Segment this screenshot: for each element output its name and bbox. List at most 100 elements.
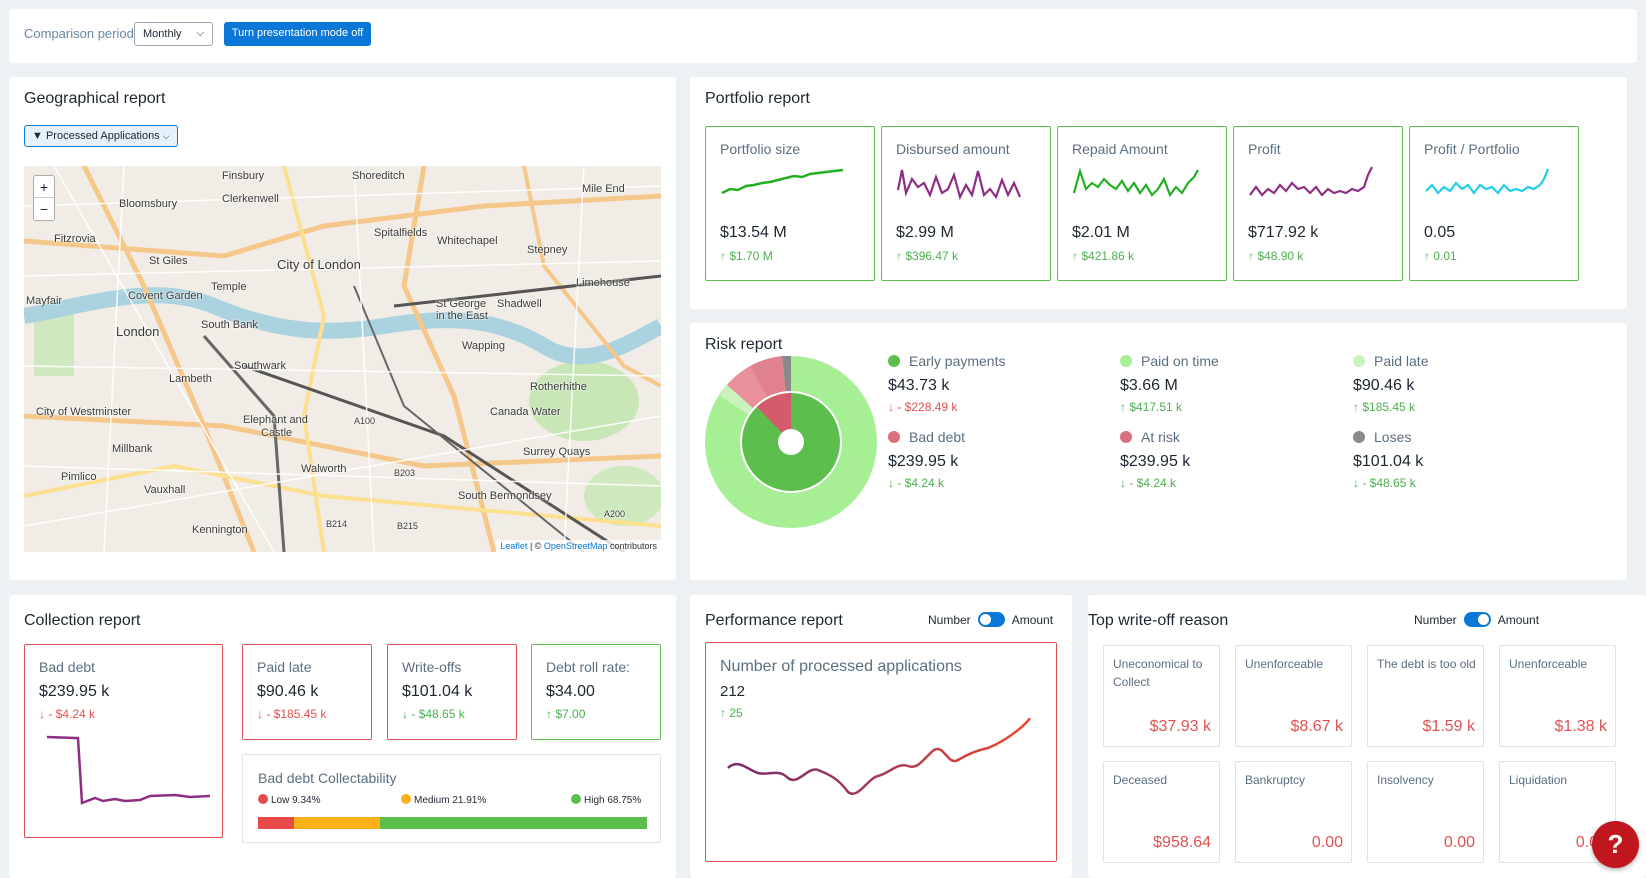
- number-amount-toggle[interactable]: Number Amount: [1414, 612, 1539, 627]
- collection-report-title: Collection report: [24, 612, 141, 629]
- presentation-mode-button[interactable]: Turn presentation mode off: [224, 22, 371, 46]
- writeoff-card[interactable]: Insolvency 0.00: [1367, 761, 1484, 863]
- risk-item-label: Bad debt: [909, 429, 966, 445]
- card-label: Paid late: [257, 659, 312, 675]
- legend-dot: [888, 431, 900, 443]
- map-label: St George: [436, 298, 487, 310]
- map-label: Shoreditch: [352, 170, 405, 182]
- chevron-down-icon: ⌵: [162, 131, 170, 141]
- card-label: Bad debt: [39, 659, 96, 675]
- risk-item-value: $3.66 M: [1120, 377, 1178, 394]
- openstreetmap-link[interactable]: OpenStreetMap: [543, 541, 608, 551]
- risk-item-loses[interactable]: Loses $101.04 k ↓ - $48.65 k: [1353, 429, 1583, 490]
- card-value: $101.04 k: [402, 683, 473, 700]
- map-label: Stepney: [527, 244, 568, 256]
- map-label: Rotherhithe: [530, 381, 587, 393]
- help-button[interactable]: ?: [1592, 821, 1639, 868]
- risk-item-label: At risk: [1141, 429, 1180, 445]
- map[interactable]: + − Finsbury Shoreditch Mile End Bloomsb…: [24, 166, 661, 552]
- toggle-switch[interactable]: [1464, 612, 1492, 627]
- writeoff-reason-title: Top write-off reason: [1088, 612, 1229, 629]
- zoom-in-button[interactable]: +: [34, 176, 54, 198]
- card-delta: ↑ 0.01: [1424, 249, 1457, 263]
- zoom-out-button[interactable]: −: [39, 201, 49, 217]
- writeoff-card[interactable]: Unenforceable $8.67 k: [1235, 645, 1352, 747]
- arrow-up-icon: ↑: [1072, 249, 1078, 263]
- card-label: Profit / Portfolio: [1424, 141, 1520, 157]
- risk-item-label: Paid on time: [1141, 353, 1219, 369]
- risk-item-delta: ↓ - $4.24 k: [888, 476, 945, 490]
- repaid-amount-card[interactable]: Repaid Amount $2.01 M ↑ $421.86 k: [1057, 126, 1227, 281]
- risk-item-early-payments[interactable]: Early payments $43.73 k ↓ - $228.49 k: [888, 353, 1118, 414]
- portfolio-report-title: Portfolio report: [705, 90, 810, 107]
- write-offs-card[interactable]: Write-offs $101.04 k ↓ - $48.65 k: [387, 644, 517, 740]
- map-label: City of London: [277, 257, 361, 272]
- collectability-segment-low: [258, 817, 295, 829]
- arrow-down-icon: ↓: [888, 400, 894, 414]
- writeoff-card[interactable]: The debt is too old $1.59 k: [1367, 645, 1484, 747]
- portfolio-size-card[interactable]: Portfolio size $13.54 M ↑ $1.70 M: [705, 126, 875, 281]
- risk-item-value: $239.95 k: [888, 453, 959, 470]
- map-label: Bloomsbury: [119, 198, 178, 210]
- sparkline: [1249, 166, 1373, 197]
- map-label: Mayfair: [26, 295, 63, 307]
- processed-applications-card[interactable]: Number of processed applications 212 ↑ 2…: [705, 642, 1057, 862]
- risk-item-delta: ↓ - $4.24 k: [1120, 476, 1177, 490]
- risk-item-bad-debt[interactable]: Bad debt $239.95 k ↓ - $4.24 k: [888, 429, 1118, 490]
- road-label: B203: [394, 468, 416, 478]
- profit-portfolio-card[interactable]: Profit / Portfolio 0.05 ↑ 0.01: [1409, 126, 1579, 281]
- map-attribution: Leaflet | © OpenStreetMap contributors: [496, 540, 661, 552]
- map-label: Covent Garden: [128, 290, 203, 302]
- writeoff-card[interactable]: Bankruptcy 0.00: [1235, 761, 1352, 863]
- map-label: Castle: [261, 427, 293, 439]
- collectability-bar: [258, 817, 647, 829]
- toolbar: Comparison period Monthly ⌵ Turn present…: [9, 9, 1637, 63]
- legend-dot: [888, 355, 900, 367]
- card-value: $2.99 M: [896, 224, 954, 241]
- arrow-up-icon: ↑: [1353, 400, 1359, 414]
- collection-report-panel: Collection report Bad debt $239.95 k ↓ -…: [9, 595, 676, 878]
- card-label: Debt roll rate:: [546, 659, 631, 675]
- legend-low: Low 9.34%: [258, 794, 320, 806]
- filter-dropdown[interactable]: ▼ Processed Applications ⌵: [24, 125, 178, 147]
- sparkline: [1072, 167, 1199, 198]
- performance-report-panel: Performance report Number Amount Number …: [690, 595, 1072, 878]
- writeoff-value: $8.67 k: [1290, 718, 1343, 735]
- map-label: Fitzrovia: [54, 233, 96, 245]
- bad-debt-card[interactable]: Bad debt $239.95 k ↓ - $4.24 k: [24, 644, 223, 838]
- risk-item-paid-on-time[interactable]: Paid on time $3.66 M ↑ $417.51 k: [1120, 353, 1350, 414]
- card-delta: ↑ $396.47 k: [896, 249, 959, 263]
- arrow-up-icon: ↑: [720, 249, 726, 263]
- risk-item-delta: ↓ - $48.65 k: [1353, 476, 1416, 490]
- writeoff-card[interactable]: Deceased $958.64: [1103, 761, 1220, 863]
- map-label: Spitalfields: [374, 227, 428, 239]
- arrow-up-icon: ↑: [896, 249, 902, 263]
- risk-donut-chart[interactable]: [705, 356, 877, 528]
- paid-late-card[interactable]: Paid late $90.46 k ↓ - $185.45 k: [242, 644, 372, 740]
- writeoff-card[interactable]: Uneconomical to Collect $37.93 k: [1103, 645, 1220, 747]
- risk-item-paid-late[interactable]: Paid late $90.46 k ↑ $185.45 k: [1353, 353, 1583, 414]
- debt-roll-rate-card[interactable]: Debt roll rate: $34.00 ↑ $7.00: [531, 644, 661, 740]
- arrow-up-icon: ↑: [1248, 249, 1254, 263]
- disbursed-amount-card[interactable]: Disbursed amount $2.99 M ↑ $396.47 k: [881, 126, 1051, 281]
- card-delta: ↑ $1.70 M: [720, 249, 773, 263]
- writeoff-card[interactable]: Unenforceable $1.38 k: [1499, 645, 1616, 747]
- period-select[interactable]: Monthly ⌵: [134, 22, 213, 46]
- card-delta: ↓ - $48.65 k: [402, 707, 465, 721]
- arrow-up-icon: ↑: [720, 706, 726, 720]
- map-label: Kennington: [192, 524, 248, 536]
- card-value: 0.05: [1424, 224, 1456, 241]
- filter-label: Processed Applications: [45, 130, 160, 142]
- number-amount-toggle[interactable]: Number Amount: [928, 612, 1053, 627]
- card-value: $90.46 k: [257, 683, 319, 700]
- collectability-segment-high: [379, 817, 647, 829]
- map-label: Lambeth: [169, 373, 212, 385]
- leaflet-link[interactable]: Leaflet: [500, 541, 528, 551]
- profit-card[interactable]: Profit $717.92 k ↑ $48.90 k: [1233, 126, 1403, 281]
- card-value: $239.95 k: [39, 683, 110, 700]
- road-label: A200: [604, 509, 626, 519]
- toggle-switch[interactable]: [978, 612, 1006, 627]
- risk-item-at-risk[interactable]: At risk $239.95 k ↓ - $4.24 k: [1120, 429, 1350, 490]
- card-label: Disbursed amount: [896, 141, 1010, 157]
- arrow-up-icon: ↑: [546, 707, 552, 721]
